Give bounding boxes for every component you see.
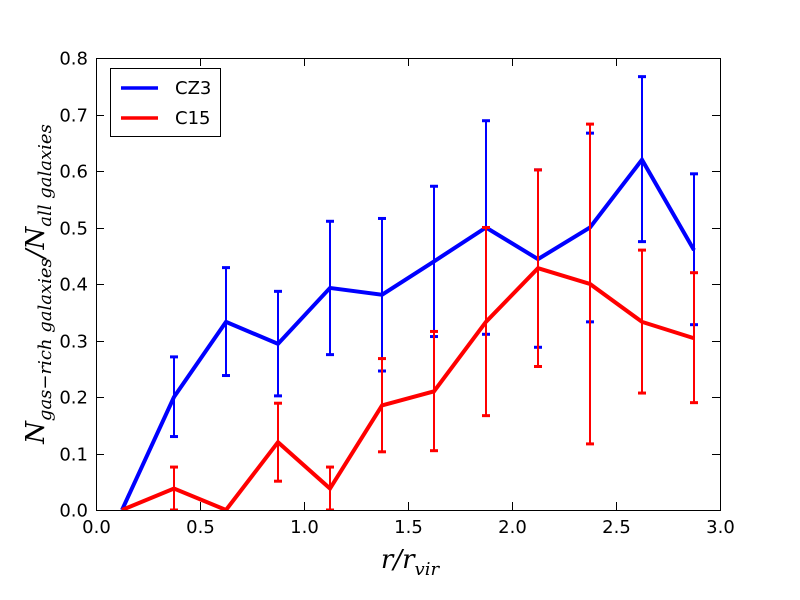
series-line-c15 (121, 265, 695, 510)
series-line-cz3 (120, 156, 696, 510)
y-tick-label: 0.2 (59, 388, 88, 409)
y-axis-label: Ngas−rich galaxies/Nall galaxies (21, 124, 56, 445)
x-axis-label-main: r/r (381, 545, 416, 575)
x-tick-label: 1.5 (394, 517, 423, 538)
y-axis-label-sub2: all galaxies (35, 124, 56, 227)
x-axis-label: r/rvir (381, 545, 441, 580)
x-tick-label: 3.0 (706, 517, 735, 538)
y-tick-label: 0.4 (59, 275, 88, 296)
y-tick-label: 0.0 (59, 501, 88, 522)
x-tick-label: 0.0 (82, 517, 111, 538)
y-tick-label: 0.1 (59, 445, 88, 466)
x-axis-label-sub: vir (415, 559, 441, 580)
x-tick-label: 2.0 (498, 517, 527, 538)
x-tick-label: 1.0 (290, 517, 319, 538)
x-tick-label: 0.5 (186, 517, 215, 538)
legend: CZ3 C15 (110, 68, 221, 137)
y-axis-label-n2: N (21, 225, 51, 250)
x-tick-label: 2.5 (602, 517, 631, 538)
y-tick-label: 0.3 (59, 332, 88, 353)
y-axis-label-n1: N (21, 420, 51, 445)
y-axis-label-sub1: gas−rich galaxies (35, 258, 56, 421)
y-axis-label-sep: / (21, 247, 51, 261)
y-tick-label: 0.7 (59, 106, 88, 127)
y-tick-label: 0.5 (59, 219, 88, 240)
legend-label-cz3: CZ3 (175, 78, 211, 99)
y-tick-label: 0.6 (59, 162, 88, 183)
y-tick-label: 0.8 (59, 49, 88, 70)
legend-label-c15: C15 (175, 108, 210, 129)
series-c15 (121, 122, 698, 510)
series-cz3 (120, 75, 698, 510)
legend-box (110, 68, 221, 137)
